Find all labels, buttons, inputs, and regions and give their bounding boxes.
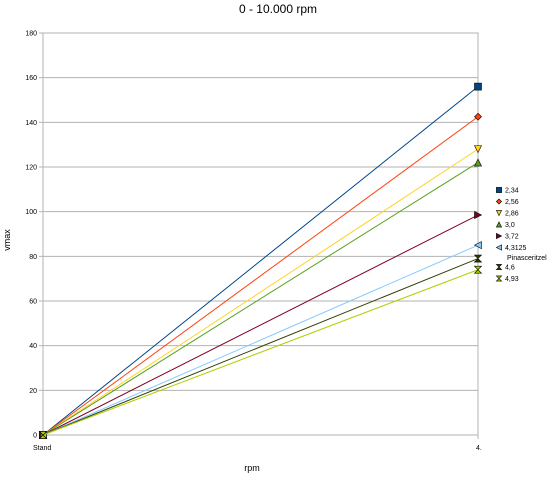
- legend-item: 2,34: [496, 187, 519, 195]
- y-tick-label: 180: [25, 31, 37, 38]
- legend-label: 2,56: [505, 199, 519, 206]
- data-point: [474, 112, 482, 121]
- series-1: [39, 112, 482, 439]
- gridlines: [43, 77, 478, 391]
- y-tick-label: 40: [29, 343, 37, 350]
- y-tick-label: 120: [25, 165, 37, 172]
- legend-item: 4,6: [495, 264, 515, 272]
- legend-label: 2,34: [505, 188, 519, 195]
- data-point: [474, 211, 483, 220]
- legend-marker: [495, 210, 503, 217]
- series-line: [42, 244, 479, 436]
- legend-item: 3,72: [496, 232, 519, 241]
- series-line: [42, 258, 479, 436]
- x-axis-ticks: Stand 4.: [33, 435, 482, 452]
- legend-marker: [496, 232, 503, 240]
- legend-label: 4,93: [505, 276, 519, 283]
- series-line: [42, 116, 479, 436]
- legend-item: 2,56: [495, 198, 519, 206]
- legend-item: 2,86: [495, 210, 519, 218]
- legend-label: 2,86: [505, 211, 519, 218]
- y-axis-label: vmax: [2, 229, 12, 251]
- y-tick-label: 80: [29, 254, 37, 261]
- data-point: [474, 82, 482, 91]
- series-2: [39, 145, 482, 440]
- legend-label: 4,3125 Pinasceritzel: [505, 245, 547, 262]
- legend-item: 4,93: [495, 275, 519, 283]
- series-line: [42, 162, 479, 436]
- legend-marker: [495, 221, 503, 228]
- legend-marker: [495, 198, 503, 205]
- legend-marker: [495, 264, 503, 270]
- x-tick-label: Stand: [33, 445, 51, 452]
- legend: 2,342,562,863,03,724,3125 Pinasceritzel4,…: [495, 187, 547, 283]
- series-3: [39, 158, 482, 439]
- y-tick-label: 140: [25, 120, 37, 127]
- legend-marker: [495, 244, 502, 251]
- series-line: [42, 269, 479, 436]
- legend-label: 3,72: [505, 234, 519, 241]
- data-point: [38, 431, 48, 439]
- y-tick-label: 0: [33, 433, 37, 440]
- legend-label: 4,6: [505, 265, 515, 272]
- series-line: [42, 86, 479, 436]
- series-5: [38, 241, 482, 439]
- series-lines: [38, 82, 483, 440]
- legend-label: 3,0: [505, 222, 515, 229]
- series-line: [42, 148, 479, 436]
- y-tick-label: 60: [29, 299, 37, 306]
- legend-label-line: 4,3125: [505, 245, 527, 252]
- plot-area: [42, 32, 479, 436]
- x-axis-label: rpm: [244, 463, 260, 473]
- series-4: [39, 211, 483, 439]
- y-tick-label: 20: [29, 388, 37, 395]
- legend-item: 3,0: [495, 221, 515, 229]
- data-point: [473, 241, 482, 250]
- series-7: [38, 265, 483, 439]
- legend-item: 4,3125 Pinasceritzel: [495, 244, 547, 262]
- data-point: [474, 158, 482, 167]
- data-point: [473, 254, 483, 263]
- y-tick-label: 100: [25, 209, 37, 216]
- y-tick-label: 160: [25, 75, 37, 82]
- legend-marker: [495, 275, 503, 282]
- series-0: [39, 82, 482, 439]
- x-tick-label: 4.: [476, 445, 482, 452]
- series-line: [42, 214, 479, 436]
- legend-marker: [496, 187, 502, 193]
- legend-label-line: Pinasceritzel: [507, 255, 547, 262]
- data-point: [474, 145, 482, 154]
- y-axis-ticks: 0 20 40 60 80 100 120 140 160 180: [25, 31, 43, 440]
- data-point: [473, 265, 483, 274]
- chart-title: 0 - 10.000 rpm: [239, 2, 317, 16]
